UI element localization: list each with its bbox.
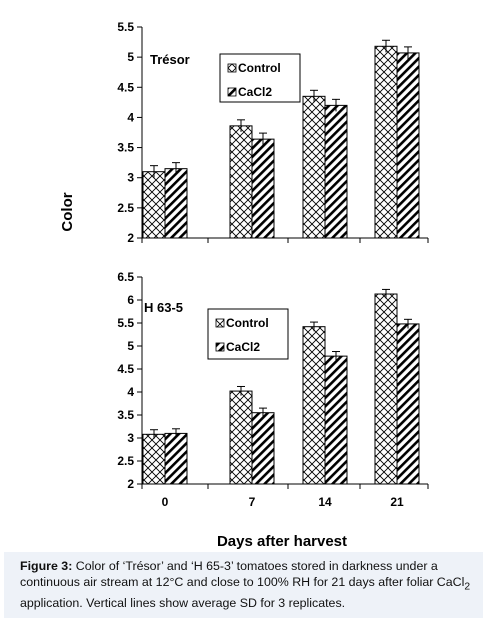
caption-text-part1: Color of ‘Trésor’ and ‘H 65-3’ tomatoes … [20,559,465,589]
y-tick-label: 3 [127,171,134,185]
bar-cacl2-14 [324,104,348,239]
bar-control-14 [302,95,326,239]
y-tick-label: 2.5 [117,201,134,215]
y-tick-label: 3 [127,431,134,445]
legend-label-cacl2: CaCl2 [226,340,260,354]
panel-label: H 63-5 [144,300,183,315]
chart-panel-2: 2 2.5 3 3.5 4 4.5 5 5.5 6 6.5 H 63-5 Control CaCl2 0 7… [117,270,429,509]
y-tick-label: 6.5 [117,270,134,284]
bar-cacl2-7 [251,138,275,239]
chart-panel-1: 2 2.5 3 3.5 4 4.5 5 5.5 Trésor Control CaCl2 [117,20,429,245]
y-tick-label: 2.5 [117,454,134,468]
y-tick-label: 3.5 [117,408,134,422]
y-tick-label: 6 [127,293,134,307]
y-axis-title: Color [59,192,76,231]
bar-cacl2-0 [164,168,188,239]
bar-control-0 [142,433,166,485]
bar-control-21 [374,45,398,239]
bar-control-14 [302,326,326,485]
legend-label-cacl2: CaCl2 [238,85,272,99]
legend-swatch-cacl2 [227,87,237,97]
x-tick-label: 7 [249,495,256,509]
y-tick-label: 2 [127,477,134,491]
panel-label: Trésor [150,52,190,67]
bar-cacl2-0 [164,432,188,485]
y-tick-label: 4.5 [117,80,134,94]
legend: Control CaCl2 [207,308,289,360]
legend-label-control: Control [226,316,269,330]
y-tick-label: 5.5 [117,20,134,34]
y-tick-label: 4 [127,110,134,124]
caption-subscript: 2 [464,581,471,593]
y-tick-label: 5 [127,339,134,353]
x-tick-label: 21 [390,495,404,509]
legend-label-control: Control [238,61,281,75]
y-tick-label: 4 [127,385,134,399]
chart-figure: 2 2.5 3 3.5 4 4.5 5 5.5 Trésor Control CaCl2 2 2.5 3 3… [59,20,429,550]
bar-cacl2-21 [396,323,420,485]
bar-cacl2-21 [396,52,420,239]
y-tick-label: 2 [127,231,134,245]
y-tick-label: 5 [127,50,134,64]
y-tick-label: 3.5 [117,141,134,155]
legend-swatch-cacl2 [215,342,225,352]
bar-control-0 [142,171,166,239]
x-axis-title: Days after harvest [217,533,347,550]
y-tick-label: 4.5 [117,362,134,376]
x-tick-label: 14 [318,495,332,509]
figure-caption: Figure 3: Color of ‘Trésor’ and ‘H 65-3’… [20,558,475,611]
bar-cacl2-14 [324,355,348,485]
legend-swatch-control [227,63,237,73]
bar-control-7 [229,125,253,239]
legend: Control CaCl2 [219,53,301,103]
bar-control-21 [374,293,398,485]
caption-background [4,552,483,618]
bar-control-7 [229,390,253,485]
bar-cacl2-7 [251,412,275,485]
caption-label: Figure 3: [20,559,73,573]
y-tick-label: 5.5 [117,316,134,330]
legend-swatch-control [215,318,225,328]
x-tick-label: 0 [162,495,169,509]
caption-text-part2: application. Vertical lines show average… [20,596,346,611]
